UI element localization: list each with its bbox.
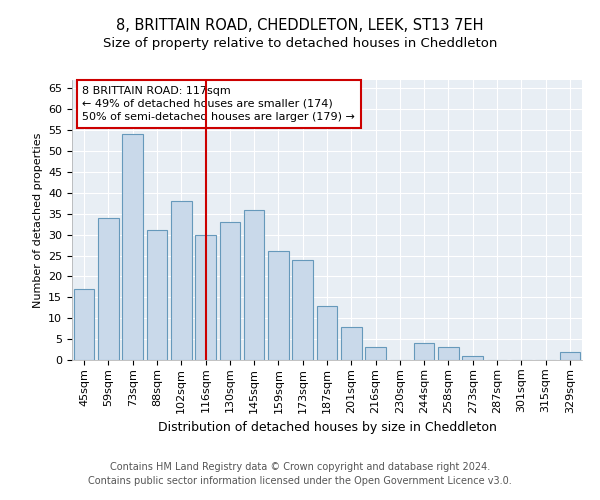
Bar <box>98 218 119 360</box>
Bar <box>268 252 289 360</box>
Bar <box>414 344 434 360</box>
Bar <box>146 230 167 360</box>
Bar <box>195 234 216 360</box>
Text: 8 BRITTAIN ROAD: 117sqm
← 49% of detached houses are smaller (174)
50% of semi-d: 8 BRITTAIN ROAD: 117sqm ← 49% of detache… <box>82 86 355 122</box>
Bar <box>122 134 143 360</box>
Text: 8, BRITTAIN ROAD, CHEDDLETON, LEEK, ST13 7EH: 8, BRITTAIN ROAD, CHEDDLETON, LEEK, ST13… <box>116 18 484 32</box>
Bar <box>244 210 265 360</box>
Text: Size of property relative to detached houses in Cheddleton: Size of property relative to detached ho… <box>103 38 497 51</box>
Y-axis label: Number of detached properties: Number of detached properties <box>32 132 43 308</box>
Bar <box>365 348 386 360</box>
Text: Contains public sector information licensed under the Open Government Licence v3: Contains public sector information licen… <box>88 476 512 486</box>
Bar <box>560 352 580 360</box>
X-axis label: Distribution of detached houses by size in Cheddleton: Distribution of detached houses by size … <box>158 421 496 434</box>
Bar <box>463 356 483 360</box>
Bar <box>438 348 459 360</box>
Bar <box>171 201 191 360</box>
Bar <box>292 260 313 360</box>
Bar <box>220 222 240 360</box>
Bar <box>341 326 362 360</box>
Bar <box>317 306 337 360</box>
Text: Contains HM Land Registry data © Crown copyright and database right 2024.: Contains HM Land Registry data © Crown c… <box>110 462 490 472</box>
Bar <box>74 289 94 360</box>
